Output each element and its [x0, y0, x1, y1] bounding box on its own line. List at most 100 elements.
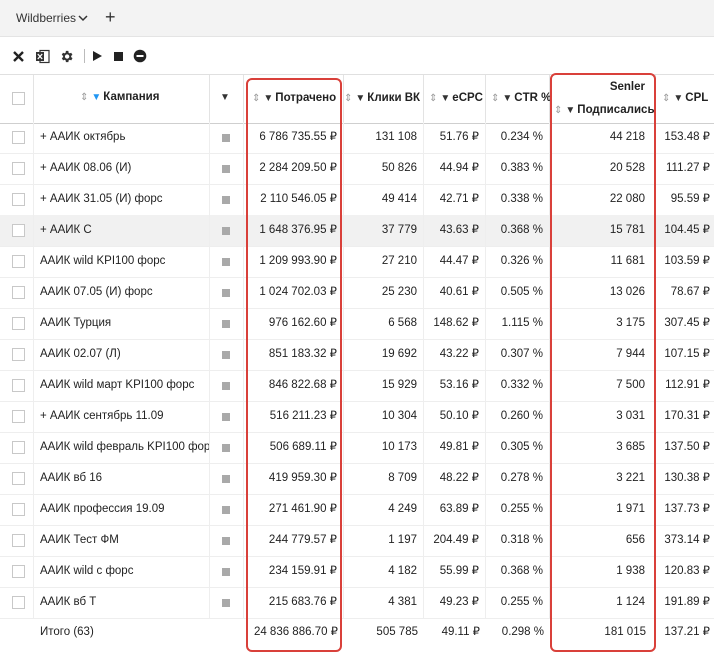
filter-icon[interactable]: ▼ [91, 92, 102, 103]
row-checkbox[interactable] [12, 503, 25, 516]
stopped-status-icon[interactable] [222, 599, 230, 607]
campaign-name[interactable]: ААИК wild март KPI100 форс [34, 370, 210, 401]
stopped-status-icon[interactable] [222, 382, 230, 390]
chevron-down-icon[interactable] [77, 12, 89, 24]
filter-icon[interactable]: ▼ [355, 93, 366, 104]
column-campaign[interactable]: ⇕ ▼ Кампания [34, 75, 210, 123]
row-checkbox[interactable] [12, 596, 25, 609]
column-ecpc[interactable]: ⇕ ▼ eCPC [424, 75, 486, 123]
stopped-status-icon[interactable] [222, 196, 230, 204]
campaign-name[interactable]: ААИК вб Т [34, 587, 210, 618]
row-checkbox[interactable] [12, 441, 25, 454]
table-row[interactable]: + ААИК 31.05 (И) форс 2 110 546.05 ₽49 41… [0, 184, 714, 216]
add-tab-button[interactable]: + [105, 7, 116, 27]
campaign-name[interactable]: + ААИК 08.06 (И) [34, 153, 210, 184]
status-cell [210, 463, 244, 494]
row-checkbox[interactable] [12, 255, 25, 268]
cell-ecpc: 48.22 ₽ [424, 463, 486, 494]
sort-icon[interactable]: ⇕ [554, 105, 563, 116]
row-checkbox[interactable] [12, 317, 25, 330]
sort-icon[interactable]: ⇕ [344, 93, 353, 104]
row-checkbox[interactable] [12, 410, 25, 423]
stopped-status-icon[interactable] [222, 289, 230, 297]
table-row[interactable]: ААИК вб 16 419 959.30 ₽8 709 48.22 ₽0.278 … [0, 463, 714, 495]
row-checkbox[interactable] [12, 162, 25, 175]
excel-icon[interactable] [34, 48, 50, 64]
cell-cpl: 191.89 ₽ [664, 596, 710, 608]
filter-icon[interactable]: ▼ [263, 93, 274, 104]
campaign-name[interactable]: ААИК 02.07 (Л) [34, 339, 210, 370]
table-row[interactable]: ААИК Тест ФМ 244 779.57 ₽1 197 204.49 ₽0.3… [0, 525, 714, 557]
filter-icon[interactable]: ▼ [565, 105, 576, 116]
table-row[interactable]: ААИК wild KPI100 форс 1 209 993.90 ₽27 21… [0, 246, 714, 278]
filter-icon[interactable]: ▼ [440, 93, 451, 104]
campaign-name[interactable]: + ААИК октябрь [34, 122, 210, 153]
filter-icon[interactable]: ▼ [673, 93, 684, 104]
row-checkbox[interactable] [12, 472, 25, 485]
stopped-status-icon[interactable] [222, 506, 230, 514]
campaign-name[interactable]: ААИК Тест ФМ [34, 525, 210, 556]
sort-icon[interactable]: ⇕ [80, 92, 89, 103]
table-row[interactable]: ААИК wild февраль KPI100 фор 506 689.11 ₽… [0, 432, 714, 464]
campaign-name[interactable]: ААИК вб 16 [34, 463, 210, 494]
table-row[interactable]: + ААИК 08.06 (И) 2 284 209.50 ₽50 826 44.9… [0, 153, 714, 185]
row-checkbox[interactable] [12, 534, 25, 547]
column-spent[interactable]: ⇕ ▼ Потрачено [244, 75, 344, 123]
filter-icon[interactable]: ▼ [220, 92, 230, 103]
minus-circle-icon[interactable] [132, 48, 148, 64]
campaign-name[interactable]: ААИК профессия 19.09 [34, 494, 210, 525]
row-checkbox[interactable] [12, 348, 25, 361]
sort-icon[interactable]: ⇕ [429, 93, 438, 104]
table-row[interactable]: ААИК Турция 976 162.60 ₽6 568 148.62 ₽1.11… [0, 308, 714, 340]
stopped-status-icon[interactable] [222, 537, 230, 545]
cell-ecpc: 55.99 ₽ [424, 556, 486, 587]
campaign-name[interactable]: ААИК wild с форс [34, 556, 210, 587]
table-row[interactable]: ААИК 02.07 (Л) 851 183.32 ₽19 692 43.22 ₽0… [0, 339, 714, 371]
row-checkbox[interactable] [12, 379, 25, 392]
stopped-status-icon[interactable] [222, 165, 230, 173]
select-all-checkbox[interactable] [12, 92, 25, 105]
stopped-status-icon[interactable] [222, 444, 230, 452]
workspace-tab-label[interactable]: Wildberries [16, 11, 77, 25]
sort-icon[interactable]: ⇕ [662, 93, 671, 104]
table-row[interactable]: ААИК вб Т 215 683.76 ₽4 381 49.23 ₽0.255 %… [0, 587, 714, 619]
row-checkbox[interactable] [12, 193, 25, 206]
table-row[interactable]: + ААИК сентябрь 11.09 516 211.23 ₽10 304 5… [0, 401, 714, 433]
filter-icon[interactable]: ▼ [502, 93, 513, 104]
campaign-name[interactable]: ААИК wild февраль KPI100 фор [34, 432, 210, 463]
column-cpl[interactable]: ⇕ ▼ CPL [656, 75, 714, 123]
column-status[interactable]: ▼ [210, 75, 244, 123]
stopped-status-icon[interactable] [222, 258, 230, 266]
stopped-status-icon[interactable] [222, 227, 230, 235]
stop-icon[interactable] [110, 48, 126, 64]
campaign-name[interactable]: ААИК wild KPI100 форс [34, 246, 210, 277]
row-checkbox[interactable] [12, 565, 25, 578]
campaign-name[interactable]: + ААИК 31.05 (И) форс [34, 184, 210, 215]
close-icon[interactable] [10, 48, 26, 64]
column-ctr[interactable]: ⇕ ▼ CTR % [486, 75, 551, 123]
campaign-name[interactable]: ААИК Турция [34, 308, 210, 339]
gear-icon[interactable] [58, 48, 74, 64]
sort-icon[interactable]: ⇕ [491, 93, 500, 104]
campaign-name[interactable]: + ААИК С [34, 215, 210, 246]
column-clicks[interactable]: ⇕ ▼ Клики ВК [344, 75, 424, 123]
campaign-name[interactable]: + ААИК сентябрь 11.09 [34, 401, 210, 432]
stopped-status-icon[interactable] [222, 134, 230, 142]
table-row[interactable]: + ААИК С 1 648 376.95 ₽37 779 43.63 ₽0.368… [0, 215, 714, 247]
row-checkbox[interactable] [12, 286, 25, 299]
row-checkbox[interactable] [12, 224, 25, 237]
table-row[interactable]: + ААИК октябрь 6 786 735.55 ₽131 108 51.76… [0, 122, 714, 154]
row-checkbox[interactable] [12, 131, 25, 144]
play-icon[interactable] [89, 48, 105, 64]
campaign-name[interactable]: ААИК 07.05 (И) форс [34, 277, 210, 308]
sort-icon[interactable]: ⇕ [252, 93, 261, 104]
stopped-status-icon[interactable] [222, 475, 230, 483]
table-row[interactable]: ААИК 07.05 (И) форс 1 024 702.03 ₽25 230 4… [0, 277, 714, 309]
stopped-status-icon[interactable] [222, 320, 230, 328]
table-row[interactable]: ААИК профессия 19.09 271 461.90 ₽4 249 63.… [0, 494, 714, 526]
table-row[interactable]: ААИК wild март KPI100 форс 846 822.68 ₽15… [0, 370, 714, 402]
table-row[interactable]: ААИК wild с форс 234 159.91 ₽4 182 55.99 ₽… [0, 556, 714, 588]
stopped-status-icon[interactable] [222, 413, 230, 421]
stopped-status-icon[interactable] [222, 568, 230, 576]
stopped-status-icon[interactable] [222, 351, 230, 359]
